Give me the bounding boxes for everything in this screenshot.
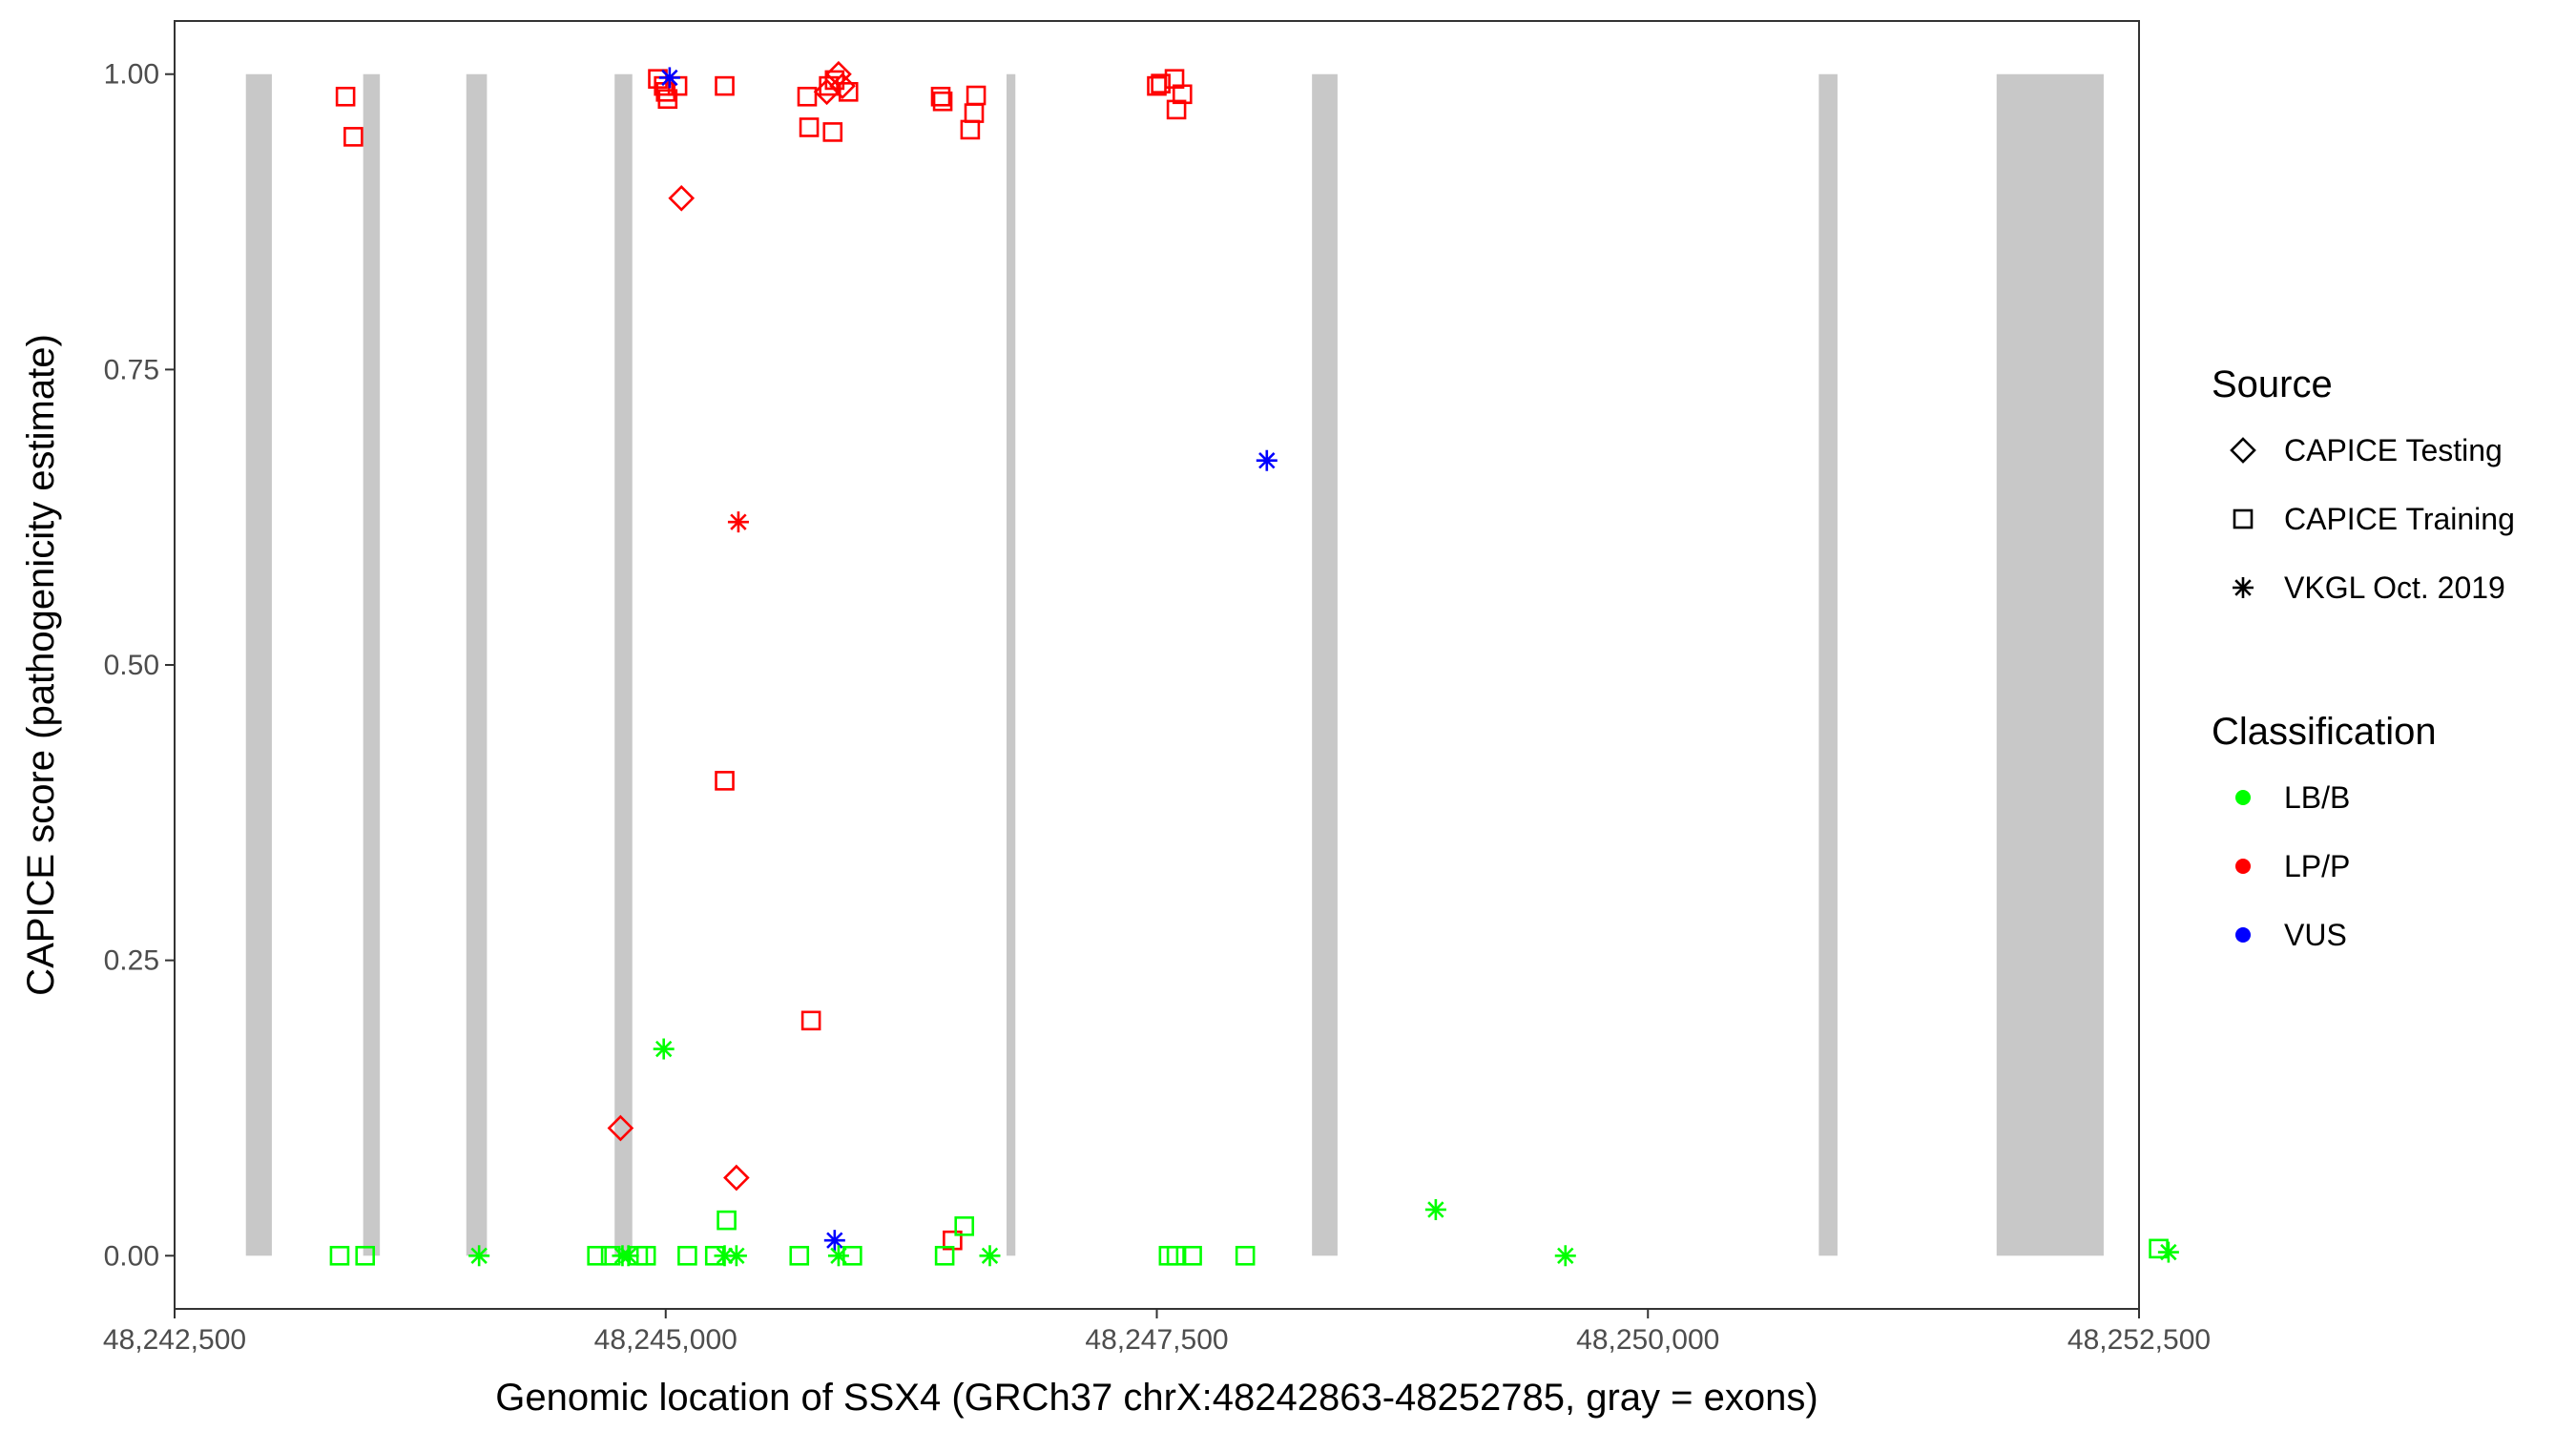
legend-source-label: CAPICE Testing [2284,433,2503,467]
data-point [335,86,356,107]
data-point [727,511,749,533]
y-tick-label: 0.00 [104,1240,159,1272]
data-point [468,1245,490,1267]
data-point [1166,1245,1187,1266]
exon-bar [363,73,381,1256]
data-point [930,86,951,107]
legend-source-key [2233,577,2254,598]
data-point [789,1245,810,1266]
data-point [329,1245,350,1266]
data-point [960,119,981,140]
data-point [1554,1245,1576,1267]
legend-class-label: LP/P [2284,849,2350,883]
data-point [725,1245,747,1267]
data-point [827,1245,849,1267]
exon-bar [1312,73,1338,1256]
data-point [934,1245,955,1266]
y-axis-title: CAPICE score (pathogenicity estimate) [20,334,62,996]
y-tick-label: 0.25 [104,945,159,977]
data-point [799,117,820,137]
x-tick-label: 48,247,500 [1085,1324,1228,1356]
data-point [1235,1245,1256,1266]
legend-source-entries: CAPICE Testing CAPICE Training VKGL Oct. 2… [2230,433,2515,605]
data-point [1151,73,1171,93]
data-point [2157,1241,2179,1263]
legend-source-key [2233,508,2254,529]
x-axis-title: Genomic location of SSX4 (GRCh37 chrX:48… [495,1377,1818,1419]
data-point [1166,99,1187,120]
data-point [653,1038,675,1060]
legend-source-label: CAPICE Training [2284,502,2515,536]
data-point [587,1245,607,1266]
exon-bar [245,73,272,1256]
legend-class-key [2235,790,2251,805]
data-point [797,86,818,107]
data-point [842,1245,862,1266]
legend-source-key [2230,437,2256,464]
exon-bar [1996,73,2104,1256]
data-point [1424,1198,1446,1220]
data-point [1256,449,1278,471]
x-tick-label: 48,252,500 [2067,1324,2211,1356]
axis-layer: 0.00 0.25 0.50 0.75 1.00 48,242,500 48,245,000… [103,59,2211,1356]
legend-class-key [2235,927,2251,943]
data-point [343,127,364,147]
data-point [723,1164,750,1192]
exon-layer [245,73,2104,1256]
point-layer [329,60,2179,1267]
data-point [607,1114,634,1142]
exon-bar [466,73,488,1256]
data-point [1172,84,1193,105]
y-tick-label: 0.75 [104,354,159,385]
y-tick-label: 0.50 [104,650,159,681]
data-point [822,122,843,142]
legend-class-key [2235,859,2251,874]
data-point [954,1216,975,1236]
legend-class-label: LB/B [2284,780,2350,815]
exon-bar [614,73,633,1256]
data-point [932,91,953,112]
data-point [658,67,680,89]
legend-class-label: VUS [2284,918,2347,952]
x-tick-label: 48,242,500 [103,1324,246,1356]
y-tick-label: 1.00 [104,59,159,91]
data-point [979,1245,1001,1267]
data-point [715,771,735,791]
exon-bar [1006,73,1016,1256]
legend-class-entries: LB/B LP/P VUS [2235,780,2350,952]
legend-classification-title: Classification [2212,711,2437,753]
legend-source-title: Source [2212,363,2333,405]
legend: Source CAPICE Testing CAPICE Training VKGL… [2212,363,2515,952]
data-point [668,184,696,212]
data-point [823,1230,845,1252]
data-point [715,75,735,96]
data-point [838,82,859,102]
data-point [800,1010,821,1031]
legend-source-label: VKGL Oct. 2019 [2284,570,2505,605]
data-point [355,1245,376,1266]
x-tick-label: 48,250,000 [1576,1324,1719,1356]
exon-bar [1818,73,1838,1256]
data-point [1182,1245,1202,1266]
data-point [677,1245,697,1266]
data-point [635,1245,656,1266]
x-tick-label: 48,245,000 [594,1324,737,1356]
data-point [717,1210,737,1231]
